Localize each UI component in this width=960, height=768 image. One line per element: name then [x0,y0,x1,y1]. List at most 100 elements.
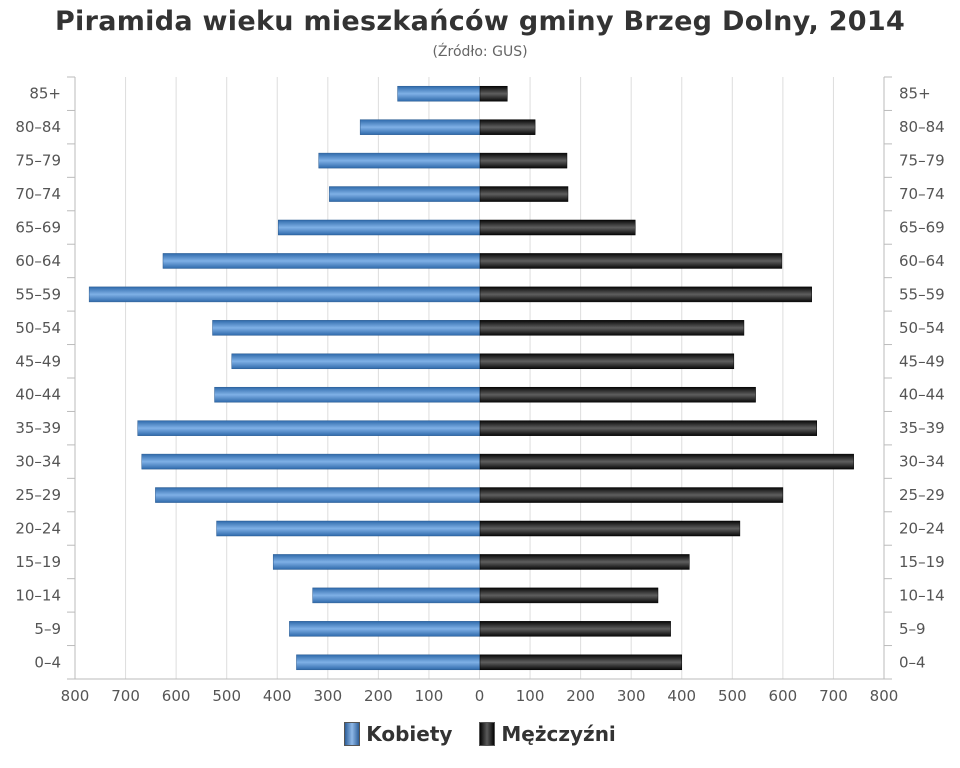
bar-men [479,219,636,236]
x-tick-label: 100 [415,687,444,705]
bar-women [312,587,481,604]
y-tick-label-right: 10–14 [899,586,945,604]
x-tick-label: 500 [718,687,747,705]
y-tick-label-right: 80–84 [899,118,945,136]
x-tick-label: 200 [566,687,595,705]
chart-subtitle: (Źródło: GUS) [432,44,528,60]
bar-men [479,353,735,370]
bar-women [155,487,481,503]
x-tick-label: 800 [870,687,899,705]
bar-men [479,520,741,537]
x-tick-label: 400 [263,687,292,705]
x-tick-label: 400 [667,687,696,705]
y-tick-label-right: 20–24 [899,520,945,538]
x-tick-label: 500 [212,687,241,705]
y-tick-label-left: 20–24 [15,520,61,538]
y-tick-label-right: 70–74 [899,185,945,203]
x-tick-label: 800 [61,687,90,705]
bar-men [479,186,569,202]
bar-men [479,85,508,102]
y-tick-label-right: 55–59 [899,285,945,303]
bar-women [141,453,481,470]
bar-men [479,654,682,671]
y-tick-label-left: 0–4 [34,653,61,671]
y-tick-label-left: 35–39 [15,419,61,437]
y-tick-label-left: 5–9 [34,620,61,638]
y-tick-label-right: 25–29 [899,486,945,504]
x-tick-label: 200 [364,687,393,705]
bar-women [216,520,481,537]
bar-women [397,85,481,102]
x-tick-label: 0 [475,687,485,705]
bar-men [479,621,671,637]
y-tick-label-right: 5–9 [899,620,926,638]
legend-swatch-women [344,722,361,746]
bars [88,85,854,671]
bar-men [479,152,568,169]
bar-women [329,186,481,202]
y-tick-label-right: 35–39 [899,419,945,437]
y-tick-label-right: 65–69 [899,219,945,237]
bar-men [479,420,818,436]
bar-men [479,487,784,503]
y-tick-label-right: 30–34 [899,453,945,471]
y-tick-label-left: 50–54 [15,319,61,337]
y-tick-label-right: 40–44 [899,386,945,404]
population-pyramid-chart: 800 700 600 500 400 300 200 100 0 100 200 300 400 500… [15,76,945,705]
bar-men [479,386,756,403]
y-tick-label-left: 25–29 [15,486,61,504]
y-tick-label-left: 65–69 [15,219,61,237]
bar-women [278,219,481,236]
bar-men [479,453,854,470]
y-tick-label-left: 85+ [29,85,61,103]
y-tick-label-left: 30–34 [15,453,61,471]
bar-women [162,253,481,269]
legend-label-men: Mężczyźni [501,722,616,746]
y-tick-label-right: 50–54 [899,319,945,337]
bar-women [88,286,481,303]
bar-women [289,621,481,637]
y-tick-label-left: 60–64 [15,252,61,270]
legend-item-women[interactable]: Kobiety [344,722,452,746]
y-tick-label-right: 75–79 [899,152,945,170]
bar-women [359,119,481,135]
x-tick-label: 700 [819,687,848,705]
bar-women [212,320,481,336]
legend-label-women: Kobiety [366,722,453,746]
bar-women [272,554,481,570]
y-tick-label-left: 70–74 [15,185,61,203]
bar-men [479,286,812,303]
y-tick-label-right: 0–4 [899,653,926,671]
legend-swatch-men [479,722,496,746]
legend-item-men[interactable]: Mężczyźni [479,722,616,746]
y-tick-label-left: 15–19 [15,553,61,571]
y-tick-label-left: 55–59 [15,285,61,303]
bar-women [214,386,481,403]
chart-title: Piramida wieku mieszkańców gminy Brzeg D… [54,6,906,37]
bar-women [137,420,481,436]
y-tick-label-right: 85+ [899,85,931,103]
axes: 800 700 600 500 400 300 200 100 0 100 200 300 400 500… [15,76,945,705]
bar-women [296,654,481,671]
y-tick-label-left: 45–49 [15,352,61,370]
legend: Kobiety Mężczyźni [0,722,960,751]
bar-men [479,119,536,135]
bar-women [318,152,481,169]
y-tick-label-left: 80–84 [15,118,61,136]
bar-men [479,554,690,570]
x-tick-label: 100 [516,687,545,705]
y-tick-label-left: 10–14 [15,586,61,604]
bar-women [231,353,481,370]
x-tick-label: 300 [313,687,342,705]
y-tick-label-right: 45–49 [899,352,945,370]
y-tick-label-left: 75–79 [15,152,61,170]
x-tick-label: 600 [162,687,191,705]
y-tick-label-right: 60–64 [899,252,945,270]
bar-men [479,587,659,604]
y-tick-label-left: 40–44 [15,386,61,404]
y-tick-label-right: 15–19 [899,553,945,571]
x-tick-label: 600 [769,687,798,705]
bar-men [479,320,745,336]
bar-men [479,253,783,269]
x-tick-label: 700 [111,687,140,705]
